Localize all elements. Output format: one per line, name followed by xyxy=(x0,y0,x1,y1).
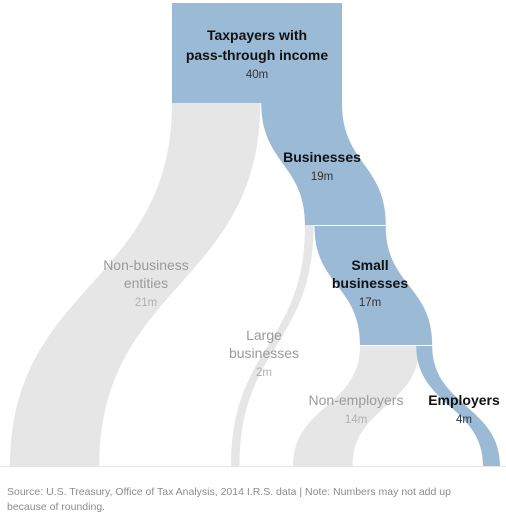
non-employers-value-label: 14m xyxy=(345,414,367,426)
large-businesses-label-line: Large xyxy=(246,327,282,343)
taxpayers-label-line: Taxpayers with xyxy=(207,27,307,43)
businesses-label-line: Businesses xyxy=(283,149,361,165)
link-non-employers xyxy=(293,346,420,466)
taxpayers-value-label: 40m xyxy=(246,69,268,81)
source-note: Source: U.S. Treasury, Office of Tax Ana… xyxy=(7,486,451,513)
small-businesses-label-line: Small xyxy=(351,257,388,273)
sankey-labels: Taxpayers with pass-through income 40m Busi… xyxy=(103,27,500,426)
footer-area xyxy=(0,466,506,513)
non-business-label-line: entities xyxy=(124,275,168,291)
small-businesses-value-label: 17m xyxy=(359,297,381,309)
small-businesses-label-line: businesses xyxy=(332,275,408,291)
non-employers-label-line: Non-employers xyxy=(309,392,404,408)
non-business-value-label: 21m xyxy=(135,297,157,309)
link-non-business xyxy=(10,103,261,466)
sankey-links xyxy=(10,103,500,466)
employers-label-line: Employers xyxy=(428,392,500,408)
link-small-businesses xyxy=(314,226,433,345)
large-businesses-value-label: 2m xyxy=(256,367,272,379)
businesses-value-label: 19m xyxy=(311,171,333,183)
large-businesses-label-line: businesses xyxy=(229,345,299,361)
link-businesses xyxy=(261,103,386,225)
node-taxpayers xyxy=(172,3,342,103)
employers-value-label: 4m xyxy=(456,414,472,426)
non-business-label-line: Non-business xyxy=(103,257,189,273)
link-large-businesses xyxy=(231,225,314,466)
link-employers xyxy=(416,346,500,466)
taxpayers-label-line: pass-through income xyxy=(186,47,329,63)
sankey-nodes xyxy=(172,3,342,103)
